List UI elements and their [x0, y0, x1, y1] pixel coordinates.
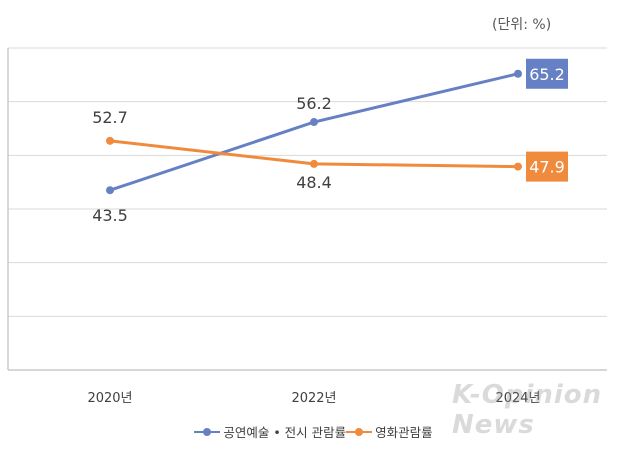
data-point	[310, 118, 318, 127]
x-tick-label: 2020년	[87, 391, 132, 406]
legend: 공연예술 • 전시 관람률 영화관람률	[0, 422, 627, 441]
data-label-box	[526, 151, 568, 182]
x-tick-labels: 2020년 2022년 2024년	[87, 391, 540, 406]
legend-label-movie: 영화관람률	[375, 425, 433, 440]
axes	[7, 48, 607, 371]
unit-label: (단위: %)	[492, 17, 552, 33]
data-label: 48.4	[296, 173, 332, 192]
data-label: 65.2	[529, 65, 565, 84]
data-label: 47.9	[529, 158, 565, 177]
data-label: 56.2	[296, 94, 332, 113]
gridlines	[8, 47, 607, 371]
data-point	[514, 69, 522, 78]
watermark-logo: K-Opinion News	[452, 380, 603, 440]
data-point	[310, 159, 318, 168]
data-label: 43.5	[92, 206, 128, 225]
data-label: 52.7	[92, 108, 128, 127]
data-point	[106, 186, 114, 195]
data-point	[106, 136, 114, 145]
legend-item-performing-arts: 공연예술 • 전시 관람률	[194, 422, 346, 441]
data-point	[514, 162, 522, 171]
x-tick-label: 2024년	[495, 391, 540, 406]
legend-label-performing-arts: 공연예술 • 전시 관람률	[223, 425, 347, 440]
legend-swatch-performing-arts	[194, 426, 221, 438]
legend-item-movie: 영화관람률	[346, 422, 433, 441]
x-tick-label: 2022년	[291, 391, 336, 406]
series-lines	[106, 69, 522, 195]
data-labels: 43.5 56.2 52.7 48.4 65.2 47.9	[92, 58, 568, 225]
legend-swatch-movie	[346, 426, 373, 438]
data-label-box	[526, 58, 568, 89]
